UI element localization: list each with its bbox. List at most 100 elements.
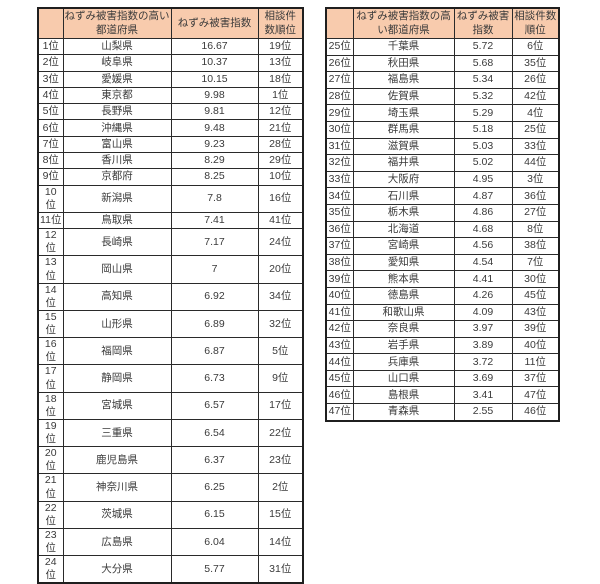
table-cell: 35位: [511, 54, 560, 73]
table-row: 25位 千葉県 5.72 6位: [325, 38, 560, 56]
table-body: 1位 山梨県 16.67 19位 2位 岐阜県 10.37 13位 3位 愛媛県 10.15 18位 4…: [37, 37, 304, 584]
table-cell: 28位: [257, 135, 304, 154]
table-cell: 鹿児島県: [62, 446, 172, 475]
table-cell: 17位: [257, 391, 304, 420]
table-cell: 46位: [325, 386, 354, 405]
table-cell: 44位: [511, 154, 560, 172]
table-cell: 6位: [37, 119, 64, 137]
table-cell: 47位: [511, 386, 560, 405]
table-cell: 徳島県: [352, 286, 455, 305]
prefecture-column-header: ねずみ被害指数の高い都道府県: [62, 7, 172, 39]
table-cell: 27位: [325, 71, 354, 89]
table-cell: 14位: [37, 282, 64, 311]
table-row: 7位 富山県 9.23 28位: [37, 135, 304, 154]
table-cell: 42位: [325, 320, 354, 338]
table-row: 33位 大阪府 4.95 3位: [325, 170, 560, 189]
table-row: 10位 新潟県 7.8 16位: [37, 184, 304, 213]
table-row: 36位 北海道 4.68 8位: [325, 220, 560, 239]
table-cell: 3.72: [453, 353, 513, 371]
table-row: 12位 長崎県 7.17 24位: [37, 228, 304, 257]
table-row: 14位 高知県 6.92 34位: [37, 282, 304, 311]
table-cell: 43位: [511, 303, 560, 322]
table-cell: 4.86: [453, 203, 513, 222]
table-cell: 21位: [257, 119, 304, 137]
table-cell: 44位: [325, 353, 354, 371]
table-cell: 長崎県: [62, 228, 172, 257]
table-row: 27位 福島県 5.34 26位: [325, 71, 560, 89]
table-cell: 広島県: [62, 527, 172, 557]
table-row: 18位 宮城県 6.57 17位: [37, 391, 304, 420]
table-cell: 愛媛県: [62, 70, 172, 88]
table-cell: 7位: [37, 135, 64, 154]
table-row: 44位 兵庫県 3.72 11位: [325, 353, 560, 371]
table-cell: 宮崎県: [352, 237, 455, 255]
table-cell: 高知県: [62, 282, 172, 311]
table-cell: 9.98: [170, 86, 259, 105]
table-cell: 46位: [511, 403, 560, 422]
table-cell: 3.89: [453, 336, 513, 355]
header-row: ねずみ被害指数の高い都道府県 ねずみ被害指数 相談件数順位: [325, 7, 560, 39]
table-cell: 岩手県: [352, 336, 455, 355]
table-cell: 島根県: [352, 386, 455, 405]
table-cell: 36位: [325, 220, 354, 239]
table-cell: 福島県: [352, 71, 455, 89]
table-cell: 9.48: [170, 119, 259, 137]
table-cell: 8位: [511, 220, 560, 239]
table-cell: 10.37: [170, 54, 259, 72]
table-row: 37位 宮崎県 4.56 38位: [325, 237, 560, 255]
table-row: 32位 福井県 5.02 44位: [325, 154, 560, 172]
table-cell: 38位: [511, 237, 560, 255]
table-cell: 6位: [511, 38, 560, 56]
table-cell: 1位: [37, 37, 64, 56]
table-cell: 41位: [257, 211, 304, 230]
table-cell: 奈良県: [352, 320, 455, 338]
table-body: 25位 千葉県 5.72 6位 26位 秋田県 5.68 35位 27位 福島県 5.34 26位 28…: [325, 38, 560, 422]
table-cell: 埼玉県: [352, 104, 455, 122]
table-cell: 20位: [257, 255, 304, 284]
table-cell: 32位: [325, 154, 354, 172]
table-cell: 群馬県: [352, 120, 455, 139]
table-cell: 4位: [37, 86, 64, 105]
table-row: 46位 島根県 3.41 47位: [325, 386, 560, 405]
table-row: 9位 京都府 8.25 10位: [37, 168, 304, 186]
table-header: ねずみ被害指数の高い都道府県 ねずみ被害指数 相談件数順位: [325, 7, 560, 39]
header-row: ねずみ被害指数の高い都道府県 ねずみ被害指数 相談件数順位: [37, 7, 304, 39]
table-cell: 6.87: [170, 337, 259, 366]
table-cell: 山梨県: [62, 37, 172, 56]
table-cell: 16位: [257, 184, 304, 213]
table-cell: 山口県: [352, 369, 455, 388]
table-row: 8位 香川県 8.29 29位: [37, 152, 304, 170]
table-cell: 佐賀県: [352, 87, 455, 106]
table-cell: 3.69: [453, 369, 513, 388]
table-row: 39位 熊本県 4.41 30位: [325, 270, 560, 288]
table-cell: 23位: [37, 527, 64, 557]
table-cell: 3.41: [453, 386, 513, 405]
rat-damage-rank-table-25-47: ねずみ被害指数の高い都道府県 ねずみ被害指数 相談件数順位 25位 千葉県 5.72…: [325, 7, 560, 422]
table-cell: 39位: [511, 320, 560, 338]
table-cell: 16.67: [170, 37, 259, 56]
table-cell: 19位: [37, 418, 64, 448]
table-cell: 12位: [257, 103, 304, 121]
table-cell: 4.95: [453, 170, 513, 189]
prefecture-column-header: ねずみ被害指数の高い都道府県: [352, 7, 455, 39]
table-cell: 6.37: [170, 446, 259, 475]
table-cell: 2.55: [453, 403, 513, 422]
table-row: 20位 鹿児島県 6.37 23位: [37, 446, 304, 475]
table-cell: 7.41: [170, 211, 259, 230]
table-cell: 28位: [325, 87, 354, 106]
table-row: 5位 長野県 9.81 12位: [37, 103, 304, 121]
table-cell: 石川県: [352, 187, 455, 205]
table-row: 30位 群馬県 5.18 25位: [325, 120, 560, 139]
table-row: 17位 静岡県 6.73 9位: [37, 364, 304, 393]
table-cell: 13位: [37, 255, 64, 284]
table-cell: 25位: [511, 120, 560, 139]
table-cell: 16位: [37, 337, 64, 366]
table-cell: 4.26: [453, 286, 513, 305]
table-cell: 4.41: [453, 270, 513, 288]
table-cell: 39位: [325, 270, 354, 288]
table-cell: 1位: [257, 86, 304, 105]
table-cell: 9位: [257, 364, 304, 393]
table-cell: 5.34: [453, 71, 513, 89]
table-cell: 45位: [325, 369, 354, 388]
